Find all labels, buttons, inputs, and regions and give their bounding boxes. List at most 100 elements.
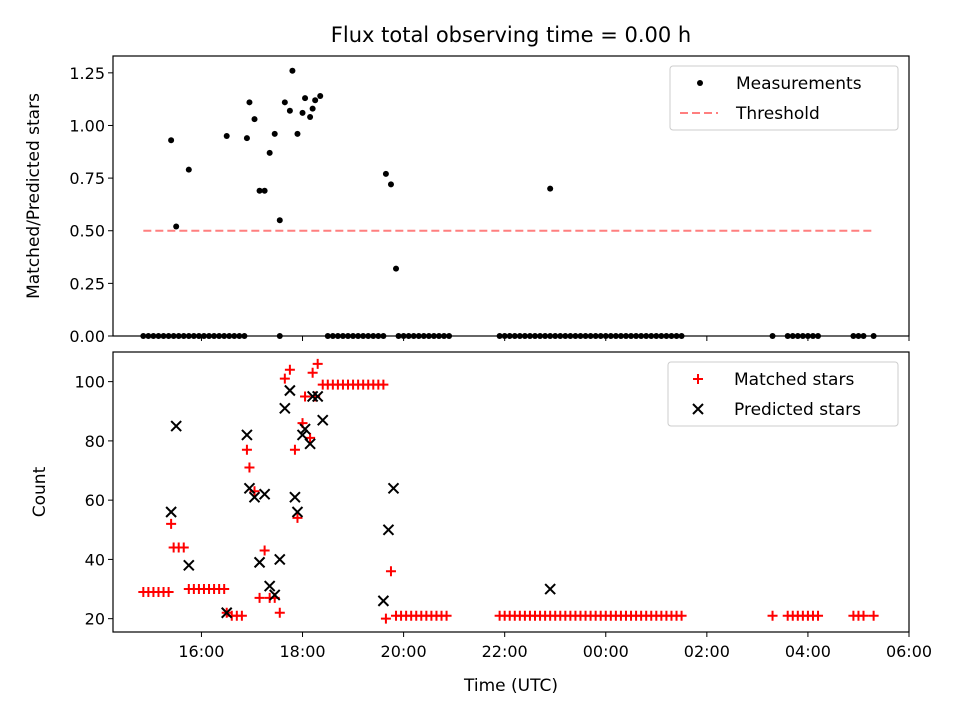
matched-star-point [244, 462, 255, 473]
matched-star-point [289, 444, 300, 455]
predicted-star-point [377, 595, 390, 607]
top-y-tick-label: 0.50 [69, 222, 105, 241]
bottom-y-tick-label: 100 [74, 373, 105, 392]
measurement-point [223, 133, 230, 139]
matched-star-point [813, 610, 824, 621]
measurement-point [243, 135, 250, 142]
matched-star-point [219, 584, 230, 595]
matched-star-point [274, 607, 285, 618]
measurement-point [271, 130, 278, 137]
measurement-point [312, 97, 319, 104]
matched-star-point [441, 610, 452, 621]
matched-star-point [259, 545, 270, 556]
top-y-tick-label: 1.25 [69, 64, 105, 83]
measurement-point [276, 217, 283, 224]
bottom-y-tick-label: 40 [85, 550, 105, 569]
predicted-star-point [306, 390, 319, 403]
predicted-star-point [274, 553, 286, 566]
predicted-star-point [387, 482, 400, 495]
legend-label: Threshold [735, 104, 820, 124]
predicted-star-point [317, 414, 329, 426]
measurement-point [281, 99, 288, 106]
measurement-point [266, 149, 273, 156]
predicted-star-point [258, 488, 271, 500]
x-axis-label: Time (UTC) [463, 676, 558, 696]
predicted-star-point [253, 556, 266, 569]
top-y-tick-label: 0.75 [69, 169, 105, 188]
x-tick-label: 18:00 [279, 642, 325, 661]
matched-star-point [163, 587, 174, 597]
x-tick-label: 16:00 [178, 642, 224, 661]
x-tick-label: 06:00 [886, 642, 932, 661]
matched-star-point [858, 610, 869, 621]
bottom-series-matched-stars [138, 358, 879, 624]
bottom-plot-frame [112, 351, 910, 633]
predicted-star-point [248, 491, 261, 503]
measurement-point [185, 166, 192, 173]
matched-star-point [385, 566, 396, 577]
top-y-tick-label: 0.25 [69, 274, 105, 293]
measurement-point [173, 223, 180, 230]
measurement-point [261, 187, 268, 194]
legend-label: Measurements [736, 74, 862, 94]
top-y-axis-label: Matched/Predicted stars [24, 93, 44, 299]
predicted-star-point [279, 402, 291, 415]
legend-swatch-measurements [697, 80, 703, 86]
predicted-star-point [241, 429, 253, 441]
bottom-legend: Matched stars Predicted stars [667, 361, 899, 427]
legend-label: Predicted stars [734, 400, 861, 420]
top-y-tick-label: 0.00 [69, 327, 105, 346]
measurement-point [302, 95, 309, 102]
measurement-point [246, 99, 253, 106]
predicted-star-point [263, 580, 276, 592]
bottom-panel: Count 20 40 60 80 100 16:00 18:00 20:00 22:00 00:… [30, 351, 932, 661]
measurement-point [299, 109, 306, 116]
matched-star-point [279, 373, 290, 384]
top-plot-frame [112, 55, 910, 337]
measurement-point [251, 116, 258, 123]
predicted-star-point [291, 506, 304, 518]
predicted-star-point [382, 524, 395, 536]
predicted-star-point [311, 390, 324, 403]
matched-star-point [166, 518, 177, 529]
matched-star-point [378, 379, 389, 390]
bottom-y-axis-label: Count [30, 466, 50, 517]
matched-star-point [300, 391, 311, 402]
predicted-star-point [289, 491, 301, 503]
matched-star-point [312, 358, 323, 369]
top-y-tick-label: 1.00 [69, 116, 105, 135]
x-tick-label: 20:00 [381, 642, 427, 661]
matched-star-point [767, 610, 778, 621]
x-tick-label: 02:00 [684, 642, 730, 661]
predicted-star-point [165, 506, 177, 518]
matched-star-point [254, 592, 265, 603]
matched-star-point [380, 613, 391, 624]
bottom-series-predicted-stars [165, 384, 556, 619]
predicted-star-point [183, 559, 195, 572]
measurement-point [168, 137, 175, 144]
matched-star-point [284, 364, 295, 375]
matched-star-point [307, 367, 318, 378]
top-panel: Matched/Predicted stars 0.00 0.25 0.50 0.75… [24, 55, 910, 346]
x-tick-label: 00:00 [583, 642, 629, 661]
measurement-point [256, 187, 263, 194]
legend-swatch-matched-stars [693, 374, 703, 384]
bottom-y-tick-label: 80 [85, 432, 105, 451]
predicted-star-point [269, 589, 281, 601]
predicted-star-point [299, 423, 311, 435]
measurement-point [307, 114, 314, 121]
measurement-point [317, 93, 324, 99]
predicted-star-point [221, 607, 233, 619]
chart-title: Flux total observing time = 0.00 h [331, 23, 691, 47]
matched-star-point [868, 610, 879, 621]
measurement-point [387, 181, 394, 188]
x-tick-label: 22:00 [482, 642, 528, 661]
predicted-star-point [243, 482, 256, 495]
x-tick-label: 04:00 [785, 642, 831, 661]
bottom-y-tick-label: 60 [85, 491, 105, 510]
predicted-star-point [170, 420, 182, 432]
measurement-point [309, 105, 316, 112]
matched-star-point [178, 542, 189, 553]
measurement-point [547, 185, 554, 192]
predicted-star-point [284, 384, 296, 397]
